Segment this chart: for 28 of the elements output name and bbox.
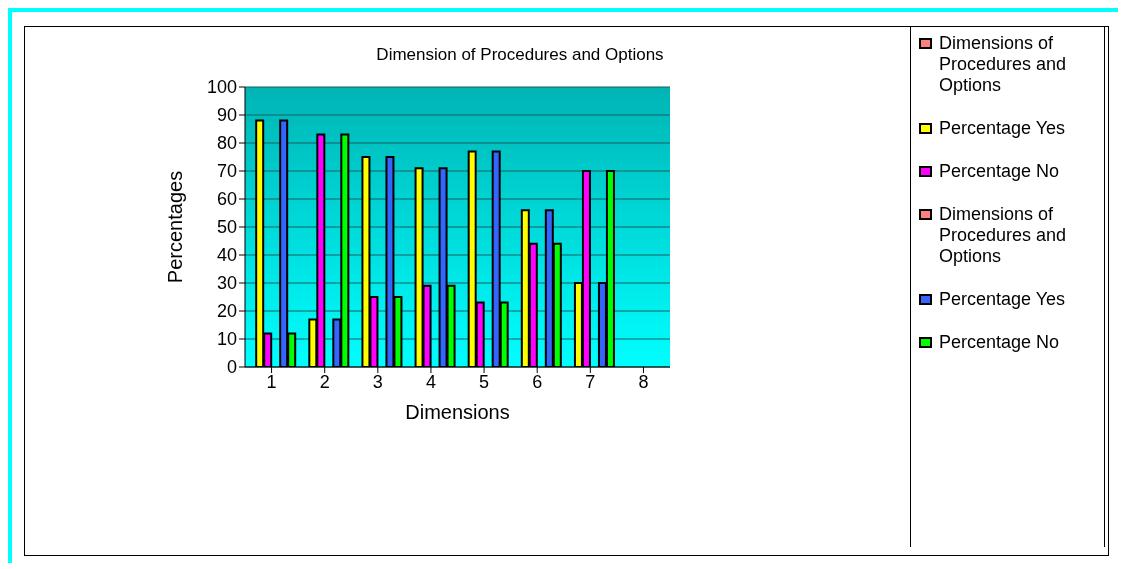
x-tick-label: 7 [585,371,596,392]
y-tick-label: 100 [206,77,237,98]
legend-label: Dimensions of Procedures and Options [939,204,1068,267]
chart-title: Dimension of Procedures and Options [375,45,665,65]
y-tick-label: 40 [216,245,237,266]
x-tick-label: 8 [638,371,649,392]
legend-label: Percentage No [939,332,1061,353]
x-tick-label: 6 [532,371,543,392]
y-tick-label: 10 [216,329,237,350]
legend-label: Percentage Yes [939,289,1067,310]
y-tick-label: 50 [216,217,237,238]
y-tick-label: 80 [216,133,237,154]
y-tick-label: 90 [216,105,237,126]
y-tick-label: 30 [216,273,237,294]
y-tick-label: 70 [216,161,237,182]
x-tick-label: 2 [319,371,330,392]
x-axis-title: Dimensions [405,401,510,423]
legend-label: Percentage No [939,161,1061,182]
x-tick-label: 4 [425,371,436,392]
x-tick-label: 1 [266,371,277,392]
legend-label: Dimensions of Procedures and Options [939,33,1068,96]
y-axis-title: Percentages [164,170,187,284]
y-tick-label: 0 [226,357,237,378]
x-tick-label: 3 [372,371,383,392]
legend-label: Percentage Yes [939,118,1067,139]
y-tick-label: 60 [216,189,237,210]
y-tick-label: 20 [216,301,237,322]
x-tick-label: 5 [479,371,490,392]
